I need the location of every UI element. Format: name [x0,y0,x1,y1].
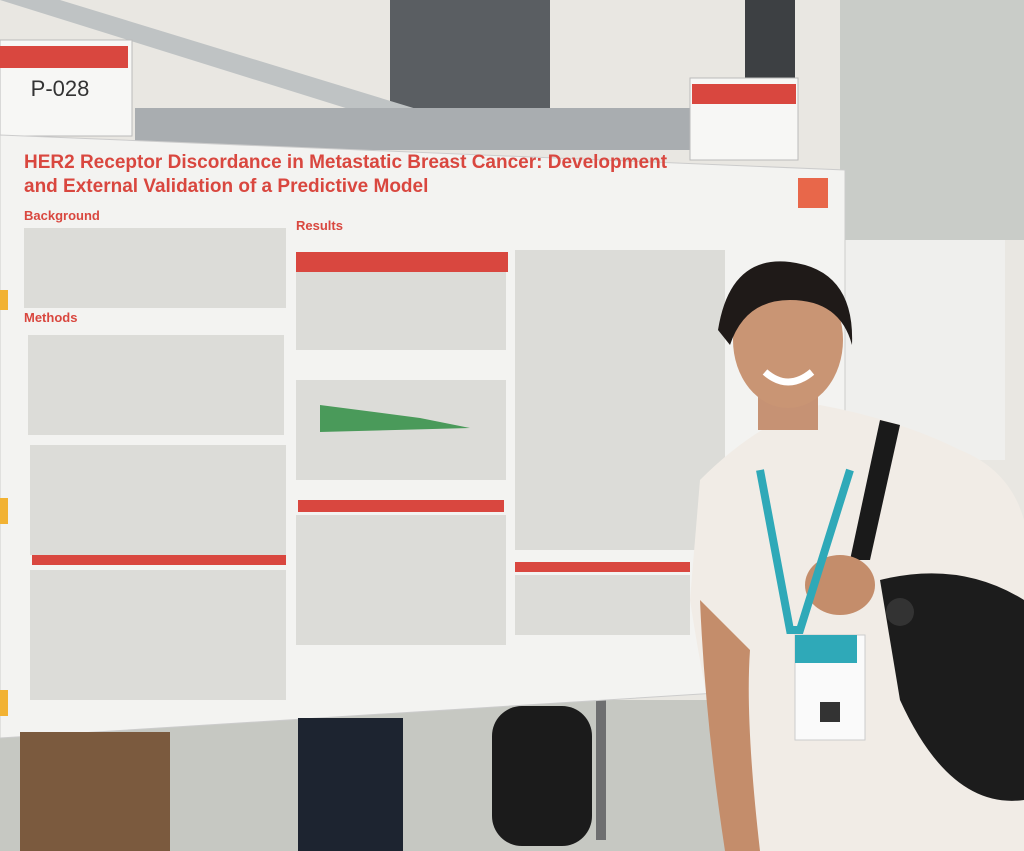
hair [718,261,853,345]
poster-title: and External Validation of a Predictive … [24,176,428,197]
backpack [492,706,592,846]
arm [700,600,760,851]
sign-band [692,84,796,104]
section-heading: Methods [24,310,77,325]
watch [886,598,914,626]
sign-band [0,46,128,68]
tape [0,690,8,716]
window [390,0,550,110]
section-heading: Results [296,218,343,233]
window [745,0,795,80]
tape [0,498,8,524]
smile [762,369,815,386]
beam [0,0,420,125]
poster-text-blocks [24,228,725,700]
bag-strap [850,420,900,560]
qr-code [820,702,840,722]
bag [880,573,1024,801]
ceiling-structure [840,0,1024,240]
badge-header [795,635,857,663]
poster-table-headers [32,252,690,572]
poster-board-top [135,108,690,150]
person-legs [20,732,170,851]
tape [0,290,8,310]
person-legs [298,718,403,851]
section-heading: Background [24,208,100,223]
sign-label: P-028 [31,76,90,101]
poster-title: HER2 Receptor Discordance in Metastatic … [24,152,668,173]
logo [798,178,828,208]
poster-plot [320,405,470,432]
lanyard [756,468,854,634]
stand-leg [596,690,606,840]
